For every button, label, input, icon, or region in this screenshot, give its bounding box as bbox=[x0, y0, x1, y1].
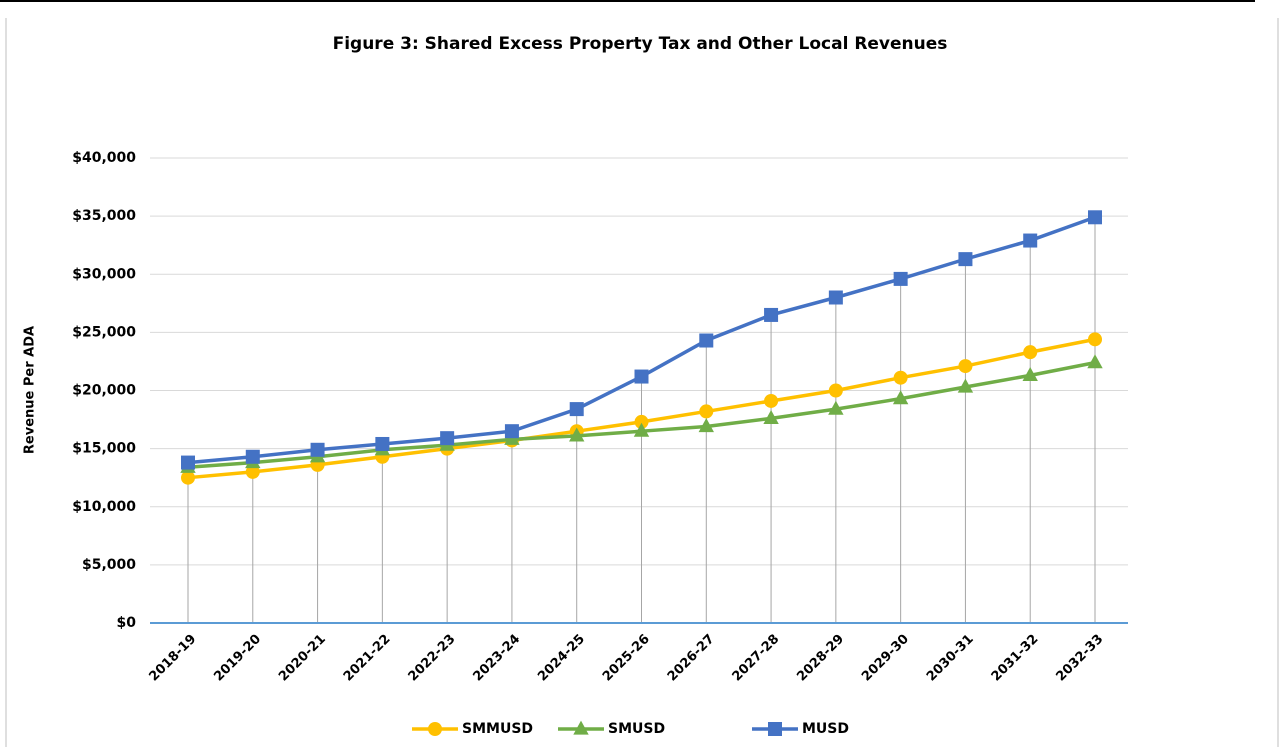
data-point bbox=[245, 464, 260, 479]
legend-marker bbox=[573, 720, 589, 735]
data-point bbox=[828, 290, 843, 305]
legend-label: SMUSD bbox=[608, 721, 665, 737]
x-tick-label: 2028-29 bbox=[794, 632, 847, 685]
legend-label: SMMUSD bbox=[462, 721, 533, 737]
y-tick-label: $10,000 bbox=[72, 499, 136, 515]
x-tick-label: 2029-30 bbox=[859, 632, 912, 685]
data-point bbox=[957, 378, 974, 393]
data-point bbox=[699, 333, 714, 348]
x-tick-label: 2020-21 bbox=[276, 632, 329, 685]
y-axis-label: Revenue Per ADA bbox=[23, 326, 38, 454]
legend-marker bbox=[768, 722, 782, 736]
data-point bbox=[181, 470, 195, 485]
data-point bbox=[1087, 354, 1103, 369]
data-point bbox=[764, 393, 779, 408]
data-point bbox=[1088, 210, 1102, 225]
y-tick-label: $15,000 bbox=[72, 441, 136, 457]
y-tick-label: $25,000 bbox=[72, 324, 136, 340]
data-point bbox=[892, 390, 909, 405]
data-point bbox=[310, 442, 325, 457]
data-point bbox=[698, 418, 714, 433]
y-tick-label: $40,000 bbox=[72, 150, 136, 166]
data-point bbox=[1022, 366, 1038, 381]
x-tick-label: 2018-19 bbox=[147, 632, 200, 685]
x-tick-label: 2030-31 bbox=[924, 632, 977, 685]
data-point bbox=[828, 383, 843, 398]
x-tick-label: 2031-32 bbox=[989, 632, 1042, 685]
data-point bbox=[1023, 233, 1038, 248]
x-tick-label: 2021-22 bbox=[341, 632, 394, 685]
y-tick-label: $35,000 bbox=[72, 208, 136, 224]
data-point bbox=[764, 307, 779, 322]
data-point bbox=[181, 455, 195, 470]
x-tick-label: 2019-20 bbox=[211, 632, 264, 685]
x-tick-label: 2024-25 bbox=[535, 632, 588, 685]
x-tick-label: 2026-27 bbox=[665, 632, 718, 685]
data-point bbox=[634, 414, 649, 429]
data-point bbox=[504, 424, 519, 439]
y-tick-label: $30,000 bbox=[72, 266, 136, 282]
data-point bbox=[375, 436, 390, 451]
chart-title: Figure 3: Shared Excess Property Tax and… bbox=[333, 34, 948, 54]
data-point bbox=[633, 422, 650, 437]
legend-label: MUSD bbox=[802, 721, 849, 737]
x-tick-label: 2025-26 bbox=[600, 632, 653, 685]
data-point bbox=[699, 404, 714, 419]
data-point bbox=[828, 400, 844, 415]
legend-marker bbox=[428, 722, 442, 736]
x-tick-label: 2023-24 bbox=[470, 632, 523, 685]
data-point bbox=[893, 271, 908, 286]
data-point bbox=[569, 402, 584, 417]
data-point bbox=[1088, 332, 1102, 347]
x-tick-label: 2027-28 bbox=[730, 632, 783, 685]
data-point bbox=[634, 369, 649, 384]
y-tick-label: $0 bbox=[117, 615, 137, 631]
data-point bbox=[893, 370, 908, 385]
data-point bbox=[763, 410, 779, 424]
data-point bbox=[245, 449, 260, 464]
data-point bbox=[958, 359, 973, 374]
data-point bbox=[958, 252, 973, 267]
data-point bbox=[569, 427, 585, 442]
data-point bbox=[440, 431, 455, 446]
x-tick-label: 2022-23 bbox=[406, 632, 459, 685]
data-point bbox=[1023, 345, 1038, 360]
y-tick-label: $5,000 bbox=[82, 557, 136, 573]
y-tick-label: $20,000 bbox=[72, 383, 136, 399]
x-tick-label: 2032-33 bbox=[1054, 632, 1107, 685]
